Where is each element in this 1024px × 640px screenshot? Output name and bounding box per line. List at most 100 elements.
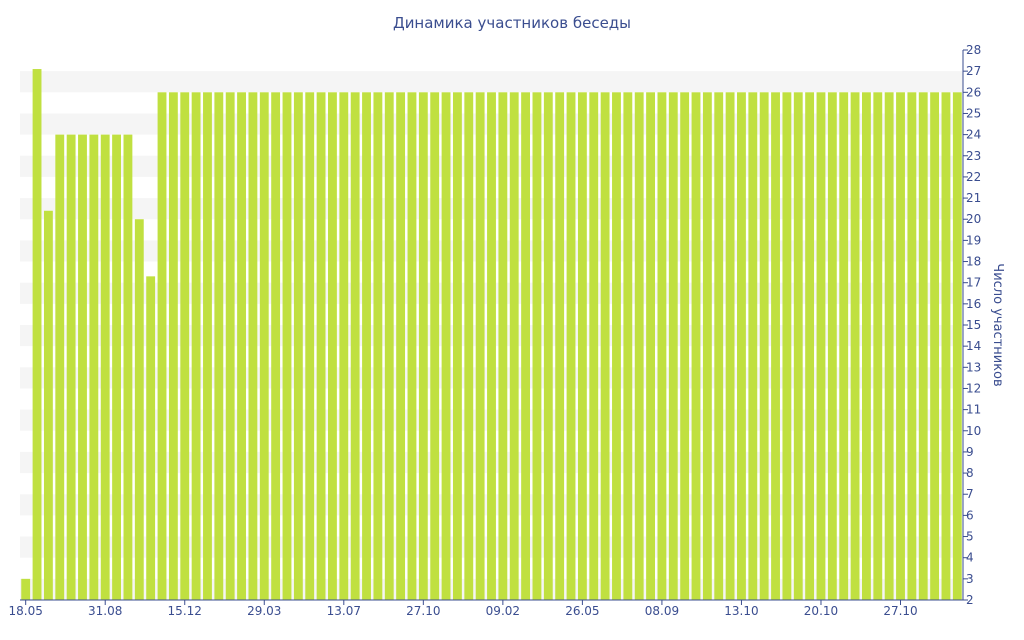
x-tick-label: 20.10 bbox=[804, 604, 838, 618]
y-tick-label: 22 bbox=[966, 170, 981, 184]
bar bbox=[873, 92, 883, 601]
y-tick-label: 18 bbox=[966, 255, 981, 269]
bar bbox=[680, 92, 690, 601]
bar bbox=[884, 92, 894, 601]
y-tick-label: 9 bbox=[966, 445, 974, 459]
bar bbox=[930, 92, 940, 601]
x-tick-label: 18.05 bbox=[9, 604, 43, 618]
bar bbox=[907, 92, 917, 601]
x-axis: 18.05 31.08 15.12 29.03 13.07 27.10 09.02 26.05… bbox=[9, 599, 963, 618]
bar bbox=[146, 276, 156, 600]
bar bbox=[896, 92, 905, 601]
bar bbox=[100, 134, 110, 600]
bar bbox=[861, 92, 871, 601]
bar bbox=[668, 92, 678, 601]
bar bbox=[362, 92, 371, 601]
x-tick-label: 08.09 bbox=[645, 604, 679, 618]
bar bbox=[237, 92, 246, 601]
bar bbox=[112, 134, 122, 600]
bar bbox=[157, 92, 167, 601]
y-tick-label: 21 bbox=[966, 191, 981, 205]
y-tick-label: 23 bbox=[966, 149, 981, 163]
bar bbox=[396, 92, 406, 601]
bar bbox=[66, 134, 76, 600]
bar bbox=[203, 92, 212, 601]
bar bbox=[725, 92, 735, 601]
bar bbox=[714, 92, 724, 601]
bar bbox=[521, 92, 531, 601]
bar bbox=[816, 92, 826, 601]
bar bbox=[55, 134, 65, 600]
bar bbox=[89, 134, 99, 600]
y-tick-label: 14 bbox=[966, 339, 981, 353]
bar bbox=[464, 92, 474, 601]
bar bbox=[180, 92, 190, 601]
bar bbox=[498, 92, 508, 601]
x-tick-label: 09.02 bbox=[486, 604, 520, 618]
y-tick-label: 11 bbox=[966, 403, 981, 417]
bar bbox=[32, 69, 42, 601]
bar bbox=[452, 92, 462, 601]
bar bbox=[759, 92, 769, 601]
bar bbox=[737, 92, 746, 601]
bar bbox=[43, 210, 53, 600]
bar bbox=[827, 92, 837, 601]
bar bbox=[771, 92, 780, 601]
y-tick-label: 4 bbox=[966, 551, 974, 565]
bar bbox=[623, 92, 633, 601]
bar bbox=[646, 92, 655, 601]
bar bbox=[509, 92, 519, 601]
bar bbox=[850, 92, 860, 601]
bar bbox=[566, 92, 576, 601]
bar bbox=[21, 578, 31, 600]
bar bbox=[555, 92, 565, 601]
bar bbox=[305, 92, 315, 601]
y-tick-label: 6 bbox=[966, 508, 974, 522]
y-tick-label: 12 bbox=[966, 381, 981, 395]
x-tick-label: 29.03 bbox=[247, 604, 281, 618]
y-tick-label: 2 bbox=[966, 593, 974, 607]
bar bbox=[634, 92, 644, 601]
y-tick-label: 17 bbox=[966, 276, 981, 290]
bar bbox=[191, 92, 201, 601]
y-tick-label: 3 bbox=[966, 572, 974, 586]
bar bbox=[805, 92, 815, 601]
y-tick-label: 26 bbox=[966, 85, 981, 99]
y-tick-label: 19 bbox=[966, 233, 981, 247]
y-tick-label: 5 bbox=[966, 530, 974, 544]
bar bbox=[134, 219, 144, 600]
bar bbox=[589, 92, 599, 601]
bar bbox=[384, 92, 394, 601]
bar bbox=[475, 92, 485, 601]
grid-band bbox=[20, 71, 963, 93]
y-tick-label: 8 bbox=[966, 466, 974, 480]
bar bbox=[328, 92, 337, 601]
bar bbox=[123, 134, 133, 600]
bar bbox=[748, 92, 758, 601]
y-tick-label: 13 bbox=[966, 360, 981, 374]
bar bbox=[487, 92, 496, 601]
bar bbox=[350, 92, 360, 601]
bars bbox=[21, 69, 962, 601]
bar bbox=[543, 92, 553, 601]
bar bbox=[657, 92, 667, 601]
y-tick-label: 10 bbox=[966, 424, 981, 438]
y-tick-label: 15 bbox=[966, 318, 981, 332]
bar bbox=[612, 92, 621, 601]
bar bbox=[691, 92, 701, 601]
bar bbox=[316, 92, 326, 601]
bar bbox=[248, 92, 258, 601]
bar bbox=[407, 92, 417, 601]
chart-title: Динамика участников беседы bbox=[393, 14, 631, 32]
x-tick-label: 13.07 bbox=[327, 604, 361, 618]
y-axis: 2345678910111213141516171819202122232425… bbox=[962, 43, 981, 607]
bar bbox=[78, 134, 87, 600]
bar bbox=[793, 92, 803, 601]
bar bbox=[600, 92, 610, 601]
bar bbox=[441, 92, 451, 601]
bar bbox=[168, 92, 178, 601]
x-tick-label: 15.12 bbox=[168, 604, 202, 618]
y-axis-label: Число участников bbox=[990, 263, 1005, 386]
x-tick-label: 31.08 bbox=[88, 604, 122, 618]
